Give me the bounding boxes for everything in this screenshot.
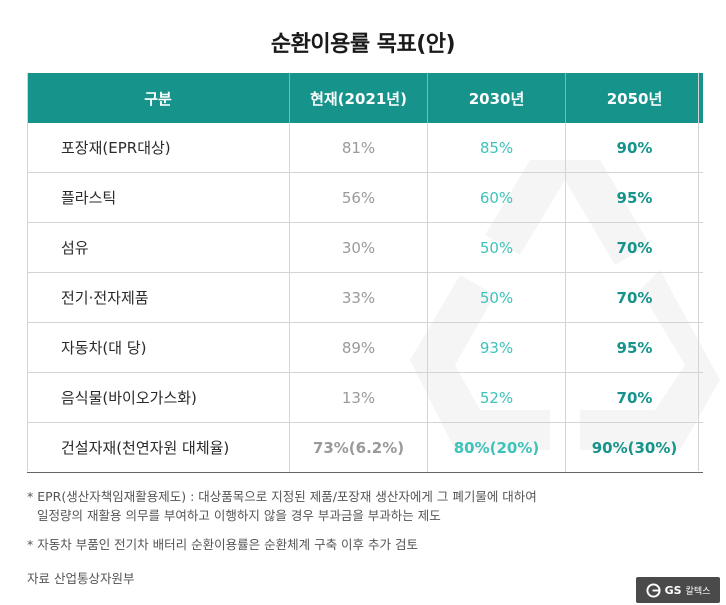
row-2050: 90%(30%) bbox=[565, 422, 703, 473]
gs-caltex-logo: GS 칼텍스 bbox=[636, 577, 720, 603]
header-2030: 2030년 bbox=[427, 73, 566, 123]
footnote-battery: * 자동차 부품인 전기차 배터리 순환이용률은 순환체계 구축 이후 추가 검… bbox=[27, 537, 418, 552]
header-current: 현재(2021년) bbox=[289, 73, 428, 123]
source-credit: 자료 산업통상자원부 bbox=[27, 571, 135, 586]
table-row: 플라스틱 56% 60% 95% bbox=[27, 172, 703, 223]
row-current: 56% bbox=[289, 172, 428, 223]
table-row: 음식물(바이오가스화) 13% 52% 70% bbox=[27, 372, 703, 423]
table-row: 전기·전자제품 33% 50% 70% bbox=[27, 272, 703, 323]
row-category: 섬유 bbox=[27, 222, 290, 273]
row-2050: 95% bbox=[565, 322, 703, 373]
row-category: 포장재(EPR대상) bbox=[27, 123, 290, 173]
row-2030: 85% bbox=[427, 123, 566, 173]
table-header-row: 구분 현재(2021년) 2030년 2050년 bbox=[27, 73, 703, 123]
recycling-target-table: 구분 현재(2021년) 2030년 2050년 포장재(EPR대상) 81% … bbox=[27, 73, 703, 473]
row-category: 건설자재(천연자원 대체율) bbox=[27, 422, 290, 473]
footnotes: * EPR(생산자책임재활용제도) : 대상품목으로 지정된 제품/포장재 생산… bbox=[27, 487, 537, 554]
header-category: 구분 bbox=[27, 73, 290, 123]
row-category: 플라스틱 bbox=[27, 172, 290, 223]
row-current: 33% bbox=[289, 272, 428, 323]
page-title: 순환이용률 목표(안) bbox=[270, 32, 456, 57]
row-current: 30% bbox=[289, 222, 428, 273]
logo-brand: GS bbox=[664, 583, 682, 597]
row-2030: 52% bbox=[427, 372, 566, 423]
table-row: 섬유 30% 50% 70% bbox=[27, 222, 703, 273]
row-current: 89% bbox=[289, 322, 428, 373]
row-current: 81% bbox=[289, 123, 428, 173]
row-2030: 50% bbox=[427, 272, 566, 323]
row-category: 음식물(바이오가스화) bbox=[27, 372, 290, 423]
row-2030: 80%(20%) bbox=[427, 422, 566, 473]
table-row: 건설자재(천연자원 대체율) 73%(6.2%) 80%(20%) 90%(30… bbox=[27, 422, 703, 473]
row-category: 자동차(대 당) bbox=[27, 322, 290, 373]
row-2050: 70% bbox=[565, 222, 703, 273]
row-2050: 95% bbox=[565, 172, 703, 223]
table-row: 포장재(EPR대상) 81% 85% 90% bbox=[27, 123, 703, 173]
row-current: 73%(6.2%) bbox=[289, 422, 428, 473]
row-current: 13% bbox=[289, 372, 428, 423]
row-2030: 50% bbox=[427, 222, 566, 273]
gs-logo-icon bbox=[646, 582, 661, 598]
row-2030: 60% bbox=[427, 172, 566, 223]
logo-sub: 칼텍스 bbox=[685, 586, 711, 597]
row-2050: 70% bbox=[565, 372, 703, 423]
row-2050: 90% bbox=[565, 123, 703, 173]
row-category: 전기·전자제품 bbox=[27, 272, 290, 323]
row-2030: 93% bbox=[427, 322, 566, 373]
row-2050: 70% bbox=[565, 272, 703, 323]
header-2050: 2050년 bbox=[565, 73, 703, 123]
footnote-epr: * EPR(생산자책임재활용제도) : 대상품목으로 지정된 제품/포장재 생산… bbox=[27, 489, 537, 504]
footnote-epr-continued: 일정량의 재활용 의무를 부여하고 이행하지 않을 경우 부과금을 부과하는 제… bbox=[37, 508, 441, 523]
table-row: 자동차(대 당) 89% 93% 95% bbox=[27, 322, 703, 373]
